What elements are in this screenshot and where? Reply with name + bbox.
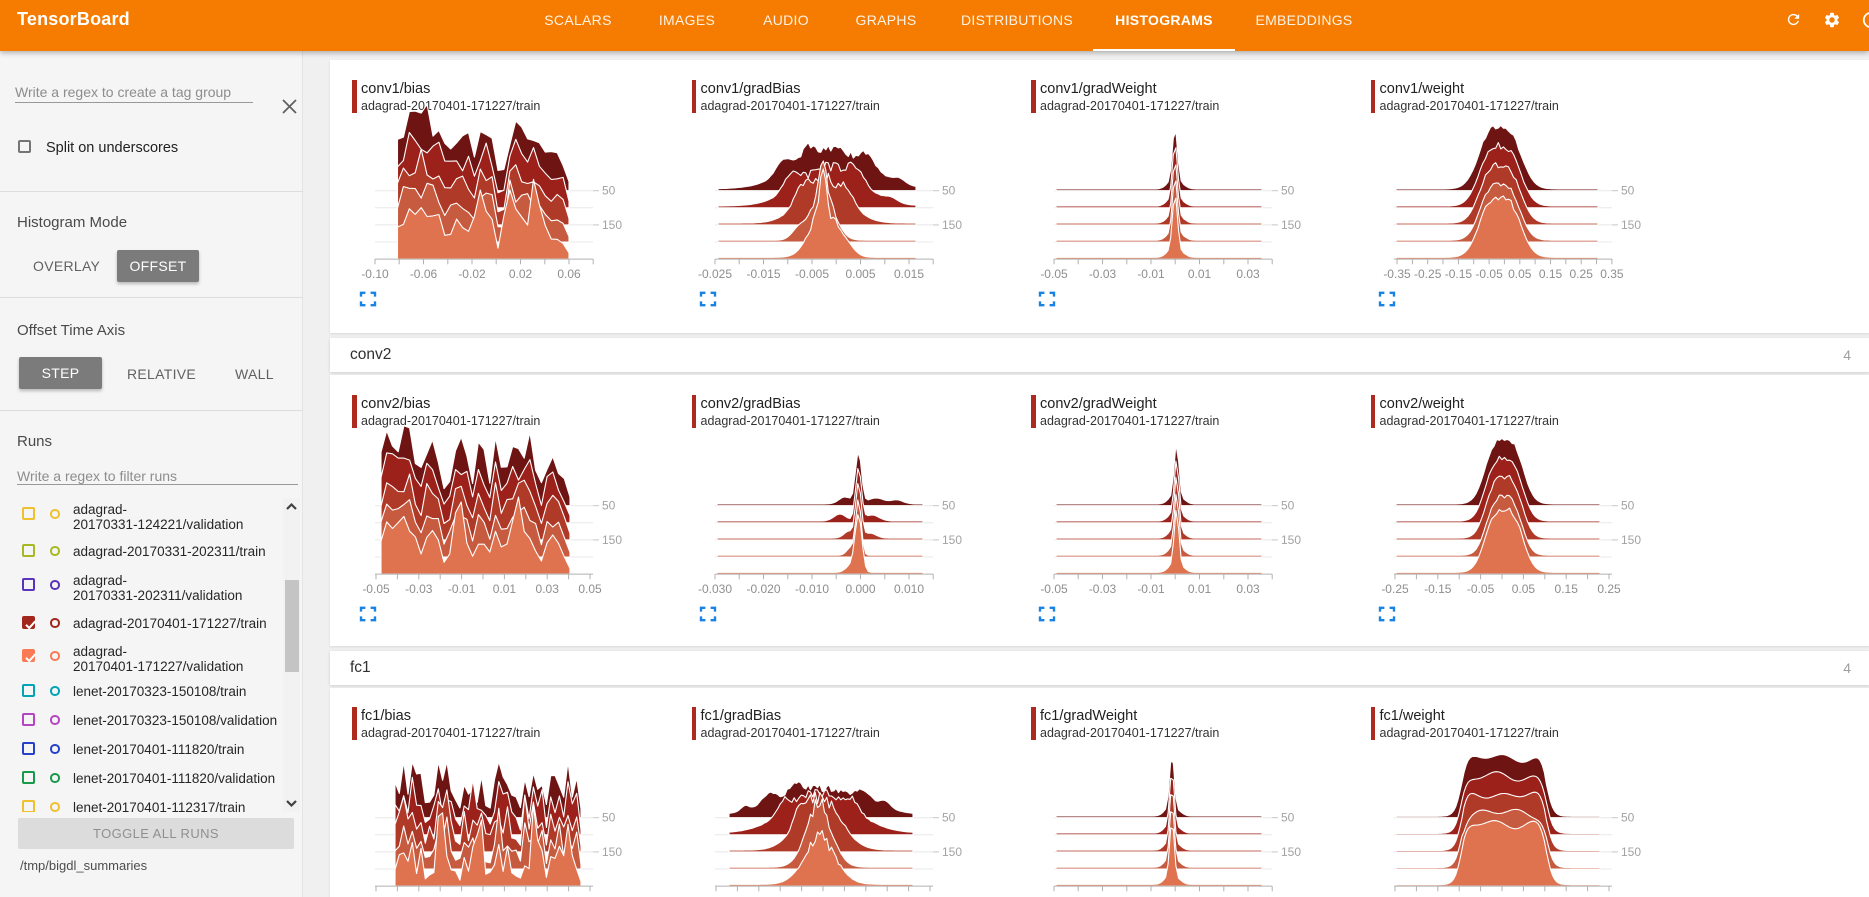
svg-text:0.01: 0.01 — [493, 582, 517, 596]
svg-text:0.35: 0.35 — [1600, 267, 1624, 281]
svg-text:50: 50 — [942, 184, 956, 198]
svg-text:0.25: 0.25 — [1597, 582, 1621, 596]
svg-text:150: 150 — [602, 845, 622, 859]
svg-text:50: 50 — [942, 499, 956, 513]
svg-text:0.005: 0.005 — [845, 267, 875, 281]
svg-text:-0.25: -0.25 — [1381, 582, 1409, 596]
svg-text:150: 150 — [942, 218, 962, 232]
svg-text:150: 150 — [942, 845, 962, 859]
svg-text:0.000: 0.000 — [845, 582, 875, 596]
svg-text:-0.03: -0.03 — [1089, 267, 1117, 281]
svg-text:-0.030: -0.030 — [697, 582, 731, 596]
svg-text:-0.03: -0.03 — [405, 582, 433, 596]
svg-text:0.05: 0.05 — [578, 582, 602, 596]
svg-text:0.01: 0.01 — [1188, 267, 1212, 281]
svg-text:-0.10: -0.10 — [361, 267, 389, 281]
svg-text:0.010: 0.010 — [893, 582, 923, 596]
svg-text:0.015: 0.015 — [893, 267, 923, 281]
svg-text:150: 150 — [1621, 845, 1641, 859]
svg-text:50: 50 — [1281, 184, 1295, 198]
svg-text:-0.01: -0.01 — [448, 582, 476, 596]
svg-text:-0.05: -0.05 — [1466, 582, 1494, 596]
svg-text:150: 150 — [1621, 218, 1641, 232]
svg-text:-0.25: -0.25 — [1414, 267, 1442, 281]
svg-text:-0.010: -0.010 — [794, 582, 828, 596]
svg-text:50: 50 — [602, 499, 616, 513]
svg-text:-0.05: -0.05 — [1475, 267, 1503, 281]
svg-text:50: 50 — [1621, 184, 1635, 198]
svg-text:0.01: 0.01 — [1188, 582, 1212, 596]
svg-text:150: 150 — [602, 533, 622, 547]
svg-text:50: 50 — [602, 811, 616, 825]
svg-text:150: 150 — [602, 218, 622, 232]
svg-text:50: 50 — [602, 184, 616, 198]
svg-text:0.03: 0.03 — [536, 582, 560, 596]
svg-text:-0.015: -0.015 — [746, 267, 780, 281]
svg-text:0.25: 0.25 — [1569, 267, 1593, 281]
svg-text:-0.15: -0.15 — [1444, 267, 1472, 281]
svg-text:150: 150 — [1281, 533, 1301, 547]
svg-text:0.03: 0.03 — [1236, 582, 1260, 596]
svg-text:-0.35: -0.35 — [1383, 267, 1411, 281]
svg-text:0.05: 0.05 — [1511, 582, 1535, 596]
svg-text:0.15: 0.15 — [1554, 582, 1578, 596]
svg-text:-0.06: -0.06 — [410, 267, 438, 281]
svg-text:-0.025: -0.025 — [697, 267, 731, 281]
svg-text:-0.02: -0.02 — [458, 267, 486, 281]
svg-text:-0.005: -0.005 — [794, 267, 828, 281]
svg-text:-0.020: -0.020 — [746, 582, 780, 596]
svg-text:0.03: 0.03 — [1236, 267, 1260, 281]
svg-text:50: 50 — [942, 811, 956, 825]
svg-text:150: 150 — [1281, 218, 1301, 232]
svg-text:50: 50 — [1281, 811, 1295, 825]
svg-text:150: 150 — [1281, 845, 1301, 859]
svg-text:-0.01: -0.01 — [1137, 582, 1165, 596]
svg-text:-0.01: -0.01 — [1137, 267, 1165, 281]
svg-text:150: 150 — [1621, 533, 1641, 547]
svg-text:50: 50 — [1621, 811, 1635, 825]
svg-text:0.06: 0.06 — [557, 267, 581, 281]
svg-text:-0.05: -0.05 — [1040, 582, 1068, 596]
svg-text:0.02: 0.02 — [509, 267, 533, 281]
svg-text:50: 50 — [1621, 499, 1635, 513]
svg-text:0.05: 0.05 — [1508, 267, 1532, 281]
svg-text:-0.05: -0.05 — [1040, 267, 1068, 281]
svg-text:-0.03: -0.03 — [1089, 582, 1117, 596]
svg-text:150: 150 — [942, 533, 962, 547]
svg-text:0.15: 0.15 — [1538, 267, 1562, 281]
svg-text:50: 50 — [1281, 499, 1295, 513]
svg-text:-0.15: -0.15 — [1424, 582, 1452, 596]
svg-text:-0.05: -0.05 — [362, 582, 390, 596]
